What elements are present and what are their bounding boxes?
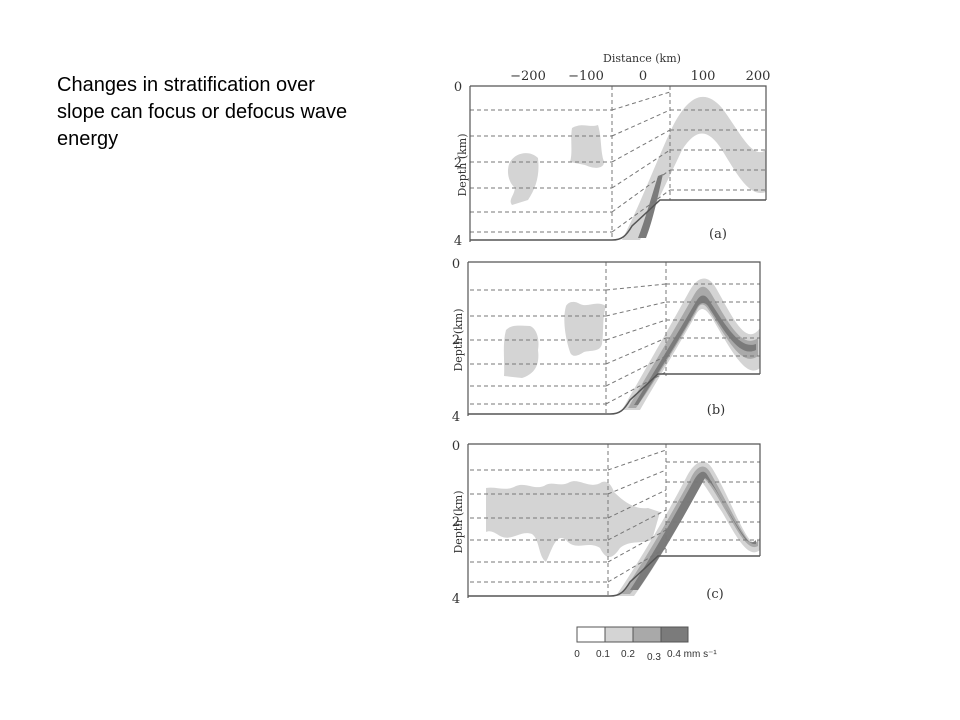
legend-swatch (604, 626, 634, 643)
x-tick: −200 (510, 69, 546, 84)
legend-swatch (632, 626, 662, 643)
energy-region (570, 125, 604, 168)
caption-line-3: energy (57, 128, 119, 150)
y-tick: 2 (454, 156, 462, 171)
energy-beam-mid (622, 466, 758, 594)
y-axis-title: Depth (km) (456, 133, 469, 196)
energy-region (503, 325, 539, 378)
y-axis-title: Depth (km) (452, 308, 465, 371)
legend-label: 0.3 (647, 652, 661, 663)
x-tick: −100 (568, 69, 604, 84)
energy-region (507, 153, 539, 205)
panel-label-a: (a) (709, 227, 727, 242)
y-tick: 4 (452, 592, 460, 607)
panel-b: 0 2 4 Depth (km) (b) (452, 257, 761, 425)
legend-label: 0.4 mm s⁻¹ (667, 649, 717, 660)
seafloor-profile (468, 373, 760, 415)
legend-swatch (576, 626, 606, 643)
legend-label: 0.1 (596, 649, 610, 660)
panel-label-b: (b) (707, 403, 725, 418)
y-tick: 4 (454, 234, 462, 249)
panel-frame (468, 261, 761, 374)
energy-beam-mid (628, 286, 758, 408)
x-tick: 200 (746, 69, 771, 84)
y-tick: 0 (452, 439, 460, 454)
legend-swatch (660, 626, 689, 643)
seafloor-profile (468, 555, 760, 597)
seafloor-profile (470, 199, 766, 241)
y-tick: 0 (454, 80, 462, 95)
stratification-lines (470, 444, 760, 596)
panel-frame (468, 443, 761, 556)
energy-region (486, 481, 660, 562)
x-tick: 0 (639, 69, 647, 84)
stratification-lines (470, 86, 766, 240)
x-axis-title: Distance (km) (603, 52, 681, 65)
x-tick: 100 (691, 69, 716, 84)
stratification-lines (470, 262, 760, 414)
y-tick: 2 (452, 333, 460, 348)
panel-label-c: (c) (706, 587, 723, 602)
energy-beam-core (630, 471, 756, 590)
panel-a: 0 2 4 Depth (km) (a) (454, 80, 767, 249)
y-tick: 4 (452, 410, 460, 425)
color-legend: 0 0.1 0.2 0.3 0.4 mm s⁻¹ (574, 626, 717, 663)
legend-label: 0.2 (621, 649, 635, 660)
caption-line-1: Changes in stratification over (57, 74, 315, 96)
y-tick: 2 (452, 515, 460, 530)
energy-region (564, 301, 606, 356)
caption: Changes in stratification over slope can… (57, 72, 407, 153)
legend-label: 0 (574, 649, 580, 660)
y-axis-title: Depth (km) (452, 490, 465, 553)
caption-line-2: slope can focus or defocus wave (57, 101, 348, 123)
energy-beam (622, 96, 766, 240)
energy-beam-core (638, 174, 663, 238)
panel-frame (470, 85, 767, 200)
y-tick: 0 (452, 257, 460, 272)
panel-c: 0 2 4 Depth (km) (c) (452, 439, 761, 607)
